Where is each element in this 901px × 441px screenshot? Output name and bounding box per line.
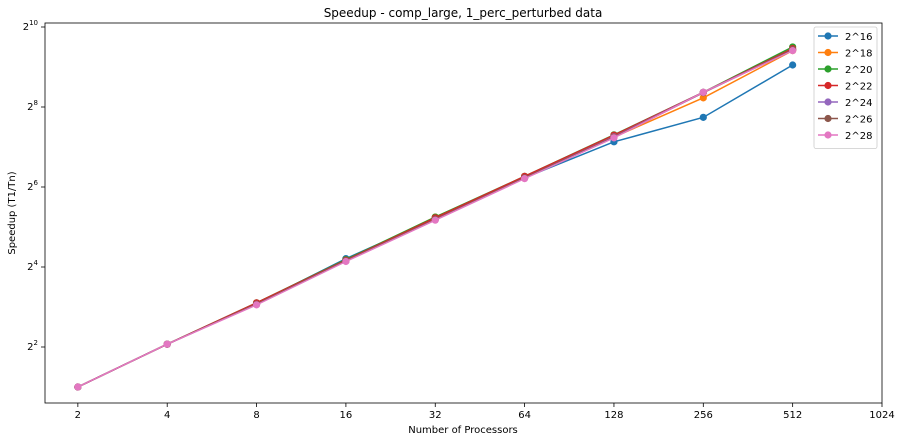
x-tick-label: 128: [604, 410, 623, 421]
x-tick-label: 2: [75, 410, 81, 421]
series-6: [74, 47, 797, 391]
x-axis-label: Number of Processors: [408, 425, 518, 436]
legend-label: 2^22: [845, 82, 872, 93]
x-tick-label: 4: [164, 410, 170, 421]
x-tick-label: 32: [429, 410, 442, 421]
x-axis: 2 4 8 16 32 64 128 256 512 1024: [75, 403, 895, 421]
legend-marker: [824, 81, 832, 90]
y-tick-label: 210: [23, 19, 38, 33]
x-tick-label: 256: [694, 410, 713, 421]
x-tick-label: 64: [518, 410, 531, 421]
x-tick-label: 16: [340, 410, 353, 421]
y-tick-label: 28: [27, 99, 38, 113]
y-tick-label: 24: [27, 259, 38, 273]
series-layer: [74, 43, 797, 391]
legend-label: 2^20: [845, 65, 872, 76]
legend-marker: [824, 114, 832, 123]
data-point: [431, 216, 439, 224]
legend-label: 2^24: [845, 98, 872, 109]
legend-marker: [824, 65, 832, 73]
data-point: [699, 94, 707, 102]
plot-area: [44, 22, 883, 404]
data-point: [74, 383, 82, 391]
data-point: [163, 340, 171, 348]
chart-title: Speedup - comp_large, 1_perc_perturbed d…: [324, 6, 603, 20]
legend: 2^16 2^18 2^20 2^22 2^24 2^26 2^28: [813, 26, 878, 149]
legend-label: 2^26: [845, 115, 872, 126]
x-tick-label: 512: [783, 410, 802, 421]
y-tick-label: 26: [27, 179, 38, 193]
legend-label: 2^18: [845, 49, 872, 60]
legend-marker: [824, 32, 832, 40]
y-tick-label: 22: [27, 339, 38, 353]
legend-marker: [824, 48, 832, 57]
data-point: [699, 113, 707, 121]
legend-marker: [824, 131, 832, 139]
legend-label: 2^16: [845, 32, 872, 43]
legend-label: 2^28: [845, 131, 872, 142]
x-tick-label: 8: [253, 410, 259, 421]
data-point: [342, 257, 350, 266]
data-point: [699, 88, 707, 96]
y-axis-label: Speedup (T1/Tn): [7, 171, 18, 254]
data-point: [252, 301, 261, 309]
x-tick-label: 1024: [869, 410, 894, 421]
data-point: [789, 47, 797, 55]
legend-marker: [824, 98, 832, 106]
y-axis: 22 24 26 28 210: [23, 19, 45, 353]
data-point: [789, 61, 797, 69]
data-point: [521, 175, 529, 183]
data-point: [610, 134, 618, 142]
